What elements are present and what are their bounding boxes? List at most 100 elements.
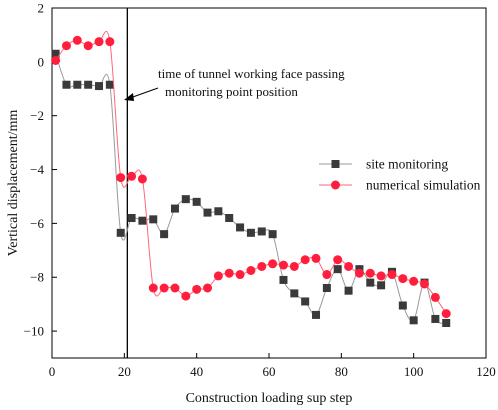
- data-point-numerical-simulation: [127, 171, 137, 181]
- y-axis-ticks: 2 0 −2 −4 −6 −8 −10: [24, 1, 57, 339]
- data-point-numerical-simulation: [409, 276, 419, 286]
- x-axis-label: Construction loading sup step: [186, 391, 353, 406]
- data-point-site-monitoring: [344, 286, 353, 295]
- data-point-numerical-simulation: [94, 37, 104, 47]
- data-point-site-monitoring: [366, 278, 375, 287]
- annotation-arrow-line: [129, 87, 159, 99]
- x-tick-label: 100: [404, 364, 424, 379]
- data-point-numerical-simulation: [398, 274, 408, 284]
- data-point-numerical-simulation: [289, 261, 299, 271]
- annotation-arrow-head: [124, 93, 134, 101]
- data-point-numerical-simulation: [300, 255, 310, 265]
- annotation-line-2: monitoring point position: [165, 84, 298, 99]
- annotation-line-1: time of tunnel working face passing: [158, 66, 345, 81]
- x-axis-ticks: 0 20 40 60 80 100 120: [49, 353, 496, 379]
- data-point-numerical-simulation: [387, 270, 397, 280]
- data-point-numerical-simulation: [420, 279, 430, 289]
- y-tick-label: −10: [24, 324, 44, 339]
- data-point-site-monitoring: [279, 275, 288, 284]
- data-point-site-monitoring: [257, 227, 266, 236]
- data-point-site-monitoring: [301, 297, 310, 306]
- y-tick-label: −4: [30, 162, 44, 177]
- y-tick-label: 2: [38, 1, 45, 16]
- y-axis-label: Vertical displacement/mm: [6, 110, 21, 257]
- annotation: time of tunnel working face passing moni…: [124, 66, 345, 101]
- data-point-site-monitoring: [225, 214, 234, 222]
- data-point-numerical-simulation: [441, 309, 451, 319]
- x-tick-label: 0: [49, 364, 56, 379]
- data-point-site-monitoring: [312, 310, 321, 319]
- data-point-numerical-simulation: [170, 283, 180, 293]
- data-point-numerical-simulation: [235, 270, 245, 280]
- legend-label-site-monitoring: site monitoring: [366, 157, 448, 172]
- data-point-site-monitoring: [149, 215, 158, 224]
- data-point-site-monitoring: [160, 230, 169, 239]
- data-point-numerical-simulation: [192, 284, 202, 294]
- data-point-site-monitoring: [62, 80, 71, 89]
- data-point-site-monitoring: [192, 197, 201, 206]
- data-point-site-monitoring: [138, 216, 147, 225]
- data-point-numerical-simulation: [333, 255, 343, 265]
- plot-frame: [51, 7, 487, 359]
- y-tick-label: −2: [30, 108, 44, 123]
- data-point-numerical-simulation: [213, 271, 223, 281]
- data-point-site-monitoring: [268, 230, 277, 239]
- data-point-site-monitoring: [431, 314, 440, 323]
- data-point-site-monitoring: [116, 228, 125, 237]
- data-point-numerical-simulation: [365, 268, 375, 278]
- x-tick-label: 120: [476, 364, 496, 379]
- data-point-numerical-simulation: [61, 41, 71, 51]
- data-point-numerical-simulation: [181, 291, 191, 301]
- data-point-numerical-simulation: [137, 174, 147, 184]
- data-point-numerical-simulation: [354, 268, 364, 278]
- data-point-numerical-simulation: [257, 261, 267, 271]
- data-point-site-monitoring: [170, 204, 179, 213]
- data-point-site-monitoring: [246, 228, 255, 237]
- data-point-site-monitoring: [105, 80, 114, 89]
- data-point-numerical-simulation: [83, 41, 93, 51]
- data-point-site-monitoring: [73, 80, 82, 89]
- y-tick-label: 0: [38, 54, 45, 69]
- legend: site monitoring numerical simulation: [319, 157, 481, 193]
- data-point-numerical-simulation: [278, 260, 288, 270]
- data-point-site-monitoring: [409, 316, 418, 325]
- data-point-numerical-simulation: [159, 283, 169, 293]
- data-point-site-monitoring: [322, 284, 331, 292]
- data-point-site-monitoring: [214, 207, 223, 216]
- data-point-site-monitoring: [377, 281, 386, 290]
- legend-marker-site-monitoring: [331, 160, 340, 168]
- data-point-site-monitoring: [84, 80, 93, 89]
- data-point-numerical-simulation: [322, 270, 332, 280]
- data-point-site-monitoring: [127, 214, 136, 222]
- plot-area: [51, 7, 487, 359]
- data-point-numerical-simulation: [430, 292, 440, 302]
- data-point-numerical-simulation: [224, 268, 234, 278]
- data-point-numerical-simulation: [311, 253, 321, 263]
- data-point-numerical-simulation: [246, 266, 256, 275]
- y-tick-label: −8: [30, 270, 44, 285]
- x-tick-label: 80: [335, 364, 348, 379]
- data-point-numerical-simulation: [72, 35, 82, 45]
- data-point-site-monitoring: [203, 208, 212, 217]
- data-point-site-monitoring: [333, 265, 342, 274]
- data-point-site-monitoring: [442, 319, 451, 327]
- data-point-site-monitoring: [290, 289, 299, 298]
- x-tick-label: 20: [118, 364, 131, 379]
- data-point-numerical-simulation: [344, 261, 354, 271]
- data-point-numerical-simulation: [116, 173, 126, 183]
- data-point-site-monitoring: [236, 223, 245, 232]
- series-layer: [51, 31, 451, 327]
- data-point-numerical-simulation: [268, 259, 278, 269]
- data-point-numerical-simulation: [203, 283, 213, 293]
- legend-marker-numerical-simulation: [331, 180, 340, 190]
- data-point-site-monitoring: [181, 195, 190, 204]
- data-point-site-monitoring: [398, 301, 407, 310]
- legend-label-numerical-simulation: numerical simulation: [366, 178, 481, 193]
- series-site-monitoring: [51, 49, 451, 327]
- series-numerical-simulation: [51, 31, 451, 319]
- data-point-site-monitoring: [95, 82, 104, 91]
- data-point-numerical-simulation: [376, 271, 386, 281]
- y-tick-label: −6: [30, 216, 44, 231]
- data-point-site-monitoring: [51, 49, 60, 58]
